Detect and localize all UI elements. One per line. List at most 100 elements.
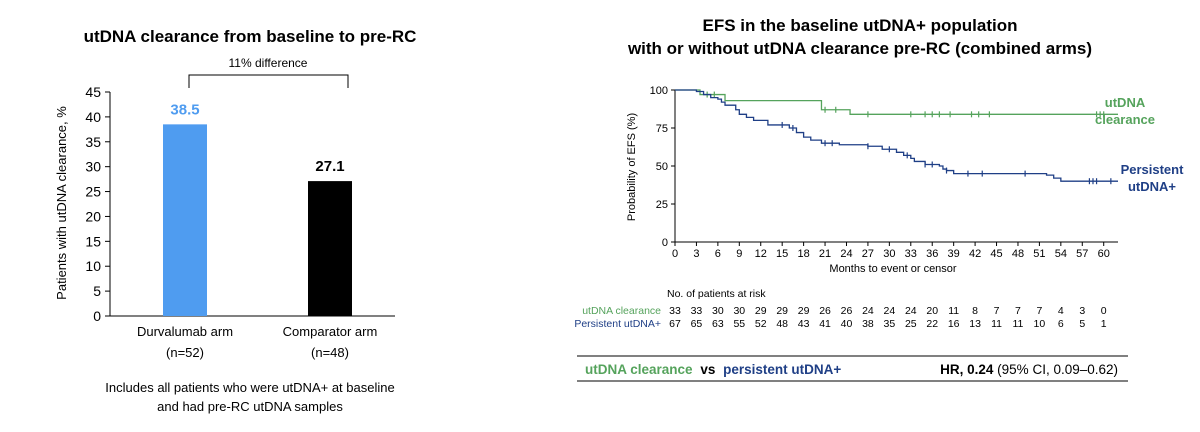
km-y-tick-label: 100	[650, 85, 668, 97]
y-tick-label: 5	[93, 283, 101, 299]
risk-value: 65	[691, 318, 703, 330]
km-x-tick-label: 57	[1076, 248, 1088, 260]
km-chart-x-axis-label: Months to event or censor	[829, 263, 957, 275]
y-tick-label: 40	[85, 109, 101, 125]
km-x-tick-label: 24	[840, 248, 852, 260]
risk-row-label-clearance: utDNA clearance	[582, 305, 661, 317]
km-chart-title-line-1: EFS in the baseline utDNA+ population	[703, 16, 1018, 35]
km-x-tick-label: 21	[819, 248, 831, 260]
risk-value: 7	[1036, 305, 1042, 317]
bar-chart-y-ticks: 0 5 10 15 20 25 30 35 40 45	[85, 84, 110, 324]
risk-table-values: 33 33 30 30 29 29 29 26 26 24 24 24 20 11 8 7 7 7 4 3 067 65 6…	[669, 305, 1107, 330]
risk-value: 63	[712, 318, 724, 330]
risk-value: 13	[969, 318, 981, 330]
category-label-durvalumab: Durvalumab arm	[137, 324, 233, 339]
risk-value: 29	[755, 305, 767, 317]
km-x-tick-label: 42	[969, 248, 981, 260]
km-x-tick-label: 39	[948, 248, 960, 260]
risk-value: 48	[776, 318, 788, 330]
category-n-comparator: (n=48)	[311, 345, 349, 360]
y-tick-label: 15	[85, 233, 101, 249]
km-x-tick-label: 45	[990, 248, 1002, 260]
risk-value: 33	[669, 305, 681, 317]
y-tick-label: 30	[85, 159, 101, 175]
km-x-tick-label: 48	[1012, 248, 1024, 260]
km-chart-y-axis-label: Probability of EFS (%)	[626, 113, 638, 221]
risk-value: 43	[798, 318, 810, 330]
km-x-tick-label: 18	[797, 248, 809, 260]
risk-value: 4	[1058, 305, 1064, 317]
risk-value: 41	[819, 318, 831, 330]
series-label-persistent-line-1: Persistent	[1121, 162, 1185, 177]
bar-value-label: 27.1	[315, 158, 344, 175]
km-y-tick-label: 0	[662, 237, 668, 249]
category-label-comparator: Comparator arm	[283, 324, 378, 339]
y-tick-label: 10	[85, 258, 101, 274]
bar-chart: utDNA clearance from baseline to pre-RC …	[54, 27, 416, 414]
bar-comparator-arm	[308, 181, 352, 316]
risk-row-label-persistent: Persistent utDNA+	[574, 318, 661, 330]
risk-value: 11	[948, 305, 959, 317]
bar-chart-bars: 38.5 27.1	[163, 101, 352, 316]
risk-value: 24	[884, 305, 896, 317]
km-x-tick-label: 0	[672, 248, 678, 260]
comparison-label: utDNA clearance vs persistent utDNA+	[585, 362, 841, 377]
km-x-tick-label: 51	[1033, 248, 1045, 260]
bar-value-label: 38.5	[170, 101, 199, 118]
km-chart-y-ticks: 0 25 50 75 100	[650, 85, 675, 249]
km-y-tick-label: 50	[656, 161, 668, 173]
risk-value: 38	[862, 318, 874, 330]
km-x-tick-label: 15	[776, 248, 788, 260]
risk-value: 24	[862, 305, 874, 317]
km-x-tick-label: 12	[755, 248, 767, 260]
km-curves	[675, 89, 1118, 185]
hazard-ratio-ci: (95% CI, 0.09–0.62)	[993, 362, 1118, 377]
km-x-tick-label: 9	[736, 248, 742, 260]
risk-value: 7	[994, 305, 1000, 317]
comparison-persistent: persistent utDNA+	[723, 362, 841, 377]
y-tick-label: 25	[85, 184, 101, 200]
category-n-durvalumab: (n=52)	[166, 345, 204, 360]
risk-value: 29	[776, 305, 788, 317]
bar-chart-title: utDNA clearance from baseline to pre-RC	[84, 27, 417, 46]
risk-value: 20	[926, 305, 938, 317]
km-x-tick-label: 30	[883, 248, 895, 260]
risk-value: 33	[691, 305, 703, 317]
hazard-ratio: HR, 0.24 (95% CI, 0.09–0.62)	[940, 362, 1118, 377]
comparison-vs: vs	[700, 362, 715, 377]
risk-value: 67	[669, 318, 681, 330]
series-label-clearance-line-2: clearance	[1095, 112, 1155, 127]
series-label-clearance-line-1: utDNA	[1105, 95, 1146, 110]
km-chart-title-line-2: with or without utDNA clearance pre-RC (…	[627, 39, 1092, 58]
risk-table-header: No. of patients at risk	[667, 288, 766, 300]
risk-value: 24	[905, 305, 917, 317]
km-chart-x-ticks: 0 3 6 9 12 15 18 21 24 27 30 33 36 39 42 45 48 51 54 57 60	[672, 242, 1110, 260]
km-x-tick-label: 27	[862, 248, 874, 260]
risk-value: 16	[948, 318, 960, 330]
hazard-ratio-value: HR, 0.24	[940, 362, 994, 377]
y-tick-label: 0	[93, 308, 101, 324]
km-x-tick-label: 60	[1098, 248, 1110, 260]
risk-value: 1	[1101, 318, 1107, 330]
risk-value: 10	[1034, 318, 1046, 330]
km-x-tick-label: 54	[1055, 248, 1067, 260]
bar-chart-y-axis-label: Patients with utDNA clearance, %	[54, 106, 69, 300]
km-x-tick-label: 6	[715, 248, 721, 260]
risk-value: 52	[755, 318, 767, 330]
km-y-tick-label: 25	[656, 199, 668, 211]
risk-value: 30	[733, 305, 745, 317]
bar-chart-footnote-line-2: and had pre-RC utDNA samples	[157, 399, 343, 414]
risk-value: 26	[841, 305, 853, 317]
risk-value: 30	[712, 305, 724, 317]
km-curve-clearance	[675, 89, 1118, 115]
km-y-tick-label: 75	[656, 123, 668, 135]
difference-label: 11% difference	[229, 56, 308, 70]
series-label-persistent-line-2: utDNA+	[1128, 179, 1176, 194]
risk-value: 25	[905, 318, 917, 330]
difference-bracket	[188, 74, 349, 88]
risk-value: 3	[1079, 305, 1085, 317]
y-tick-label: 35	[85, 134, 101, 150]
risk-value: 8	[972, 305, 978, 317]
risk-value: 11	[1013, 318, 1024, 330]
